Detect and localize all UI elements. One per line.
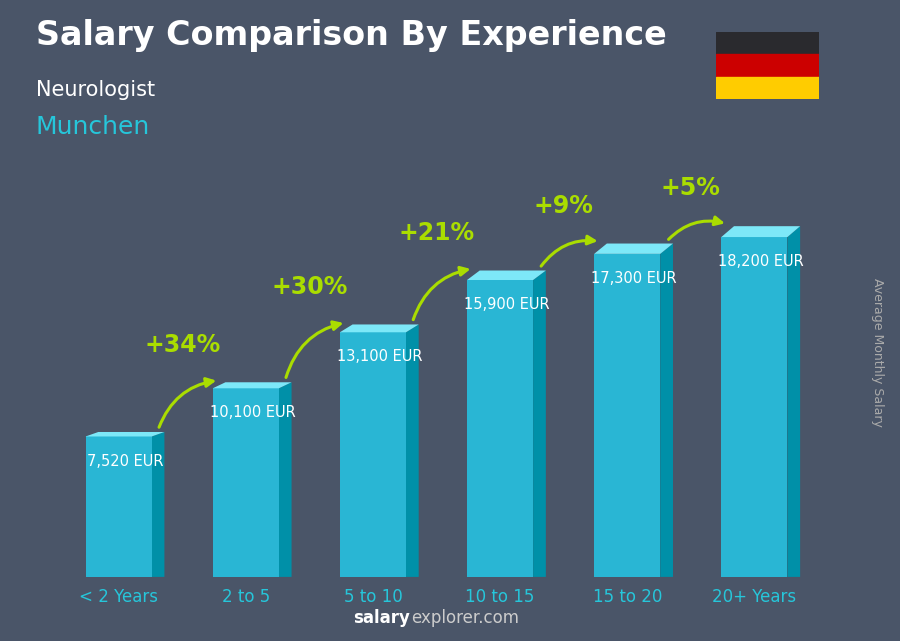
Polygon shape — [279, 382, 292, 577]
Text: explorer.com: explorer.com — [411, 609, 519, 627]
Text: +9%: +9% — [534, 194, 594, 218]
Text: Salary Comparison By Experience: Salary Comparison By Experience — [36, 19, 667, 52]
Polygon shape — [594, 244, 673, 254]
Bar — [212, 388, 279, 577]
Text: Munchen: Munchen — [36, 115, 150, 139]
Polygon shape — [212, 382, 292, 388]
Bar — [467, 280, 533, 577]
Bar — [340, 332, 406, 577]
Polygon shape — [406, 324, 419, 577]
Polygon shape — [467, 271, 545, 280]
Bar — [716, 32, 819, 54]
Polygon shape — [721, 226, 800, 237]
Polygon shape — [533, 271, 545, 577]
Text: 7,520 EUR: 7,520 EUR — [87, 454, 164, 469]
Text: 13,100 EUR: 13,100 EUR — [337, 349, 422, 365]
Polygon shape — [340, 324, 418, 332]
Text: Neurologist: Neurologist — [36, 80, 155, 100]
Text: +5%: +5% — [661, 176, 721, 201]
Bar — [721, 237, 788, 577]
Text: 17,300 EUR: 17,300 EUR — [591, 271, 677, 286]
Text: salary: salary — [353, 609, 410, 627]
Polygon shape — [788, 226, 800, 577]
Bar — [716, 54, 819, 77]
Text: +21%: +21% — [399, 221, 474, 245]
Text: 18,200 EUR: 18,200 EUR — [718, 254, 804, 269]
Text: 15,900 EUR: 15,900 EUR — [464, 297, 550, 312]
Bar — [716, 77, 819, 99]
Text: +34%: +34% — [144, 333, 220, 356]
Text: +30%: +30% — [271, 275, 347, 299]
Text: 10,100 EUR: 10,100 EUR — [210, 406, 295, 420]
Polygon shape — [661, 244, 673, 577]
Polygon shape — [86, 432, 165, 437]
Bar — [86, 437, 152, 577]
Bar — [594, 254, 661, 577]
Polygon shape — [152, 432, 165, 577]
Text: Average Monthly Salary: Average Monthly Salary — [871, 278, 884, 427]
